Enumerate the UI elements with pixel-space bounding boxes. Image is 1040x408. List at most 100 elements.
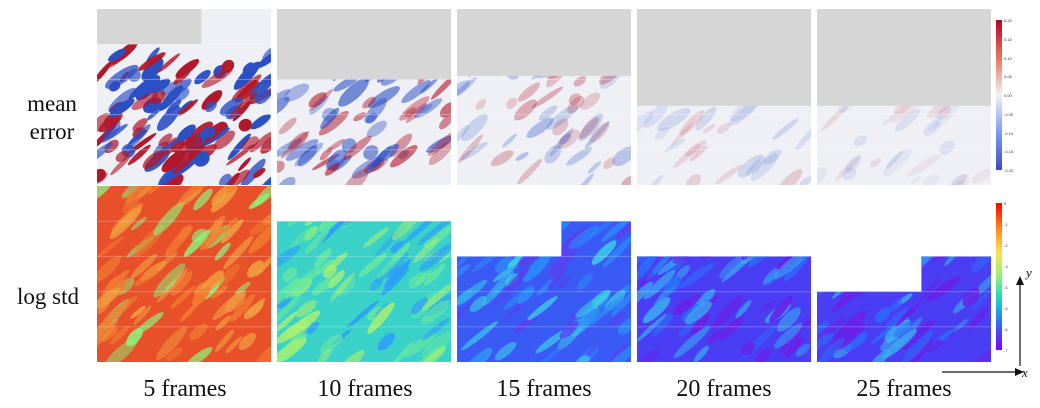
error-blob: [178, 99, 198, 116]
std-streak: [255, 256, 271, 276]
std-streak: [750, 256, 775, 257]
error-blob: [238, 157, 251, 172]
colorbar-tick-label: 0.00: [1004, 93, 1012, 98]
std-streak: [640, 230, 665, 255]
colorbar-mean-error: [996, 20, 1002, 170]
std-streak: [417, 221, 451, 246]
std-streak: [467, 186, 494, 199]
std-streak: [869, 226, 889, 248]
error-blob: [526, 117, 554, 139]
std-streak: [419, 242, 451, 271]
std-streak: [522, 252, 551, 283]
error-blob: [584, 121, 610, 149]
error-blob: [695, 106, 717, 131]
error-blob: [737, 154, 766, 178]
error-blob: [637, 111, 654, 138]
std-streak: [832, 191, 859, 217]
log-std-panel-1: [97, 186, 271, 362]
std-streak: [147, 186, 164, 195]
std-streak: [355, 194, 381, 221]
error-blob: [936, 106, 952, 121]
std-streak: [304, 229, 330, 255]
std-streak: [783, 256, 808, 282]
error-blob: [249, 131, 271, 153]
colorbar-tick-label: 0: [1004, 201, 1007, 206]
error-blob: [620, 175, 631, 185]
std-streak: [688, 186, 729, 210]
error-blob: [923, 173, 940, 185]
error-blob: [716, 123, 731, 134]
missing-region: [637, 9, 811, 106]
std-streak: [973, 269, 991, 297]
std-streak: [234, 281, 251, 295]
x-axis-label: x: [1022, 365, 1028, 380]
std-streak: [494, 256, 514, 273]
std-streak: [733, 218, 753, 235]
error-blob: [366, 159, 382, 171]
error-blob: [98, 113, 123, 133]
error-blob: [107, 48, 126, 62]
std-streak: [749, 190, 773, 208]
error-blob: [401, 80, 431, 104]
error-blob: [578, 113, 604, 142]
std-streak: [762, 186, 798, 204]
mean-error-panel-4: [637, 9, 811, 185]
error-blob: [234, 81, 261, 103]
error-blob: [671, 122, 694, 146]
error-blob: [715, 164, 743, 185]
std-streak: [962, 215, 980, 232]
std-streak: [487, 221, 522, 244]
error-blob: [277, 138, 302, 158]
error-blob: [821, 104, 849, 131]
mean-error-panel-1: [97, 9, 271, 185]
error-blob: [366, 120, 387, 138]
error-blob: [399, 96, 430, 121]
error-blob: [202, 127, 216, 139]
error-blob: [673, 144, 701, 169]
std-streak: [589, 186, 628, 218]
std-streak: [408, 272, 426, 289]
std-streak: [859, 256, 887, 276]
colorbar-tick-label: -1: [1004, 222, 1008, 227]
std-streak: [946, 186, 967, 198]
y-axis-label: y: [1026, 265, 1032, 280]
missing-region: [277, 9, 451, 80]
std-streak: [926, 276, 961, 302]
std-streak: [966, 346, 991, 362]
error-blob: [285, 139, 319, 161]
std-streak: [968, 306, 989, 330]
std-streak: [637, 256, 659, 278]
error-blob: [370, 158, 389, 172]
std-streak: [374, 252, 409, 284]
error-blob: [750, 153, 778, 181]
std-streak: [482, 270, 514, 307]
error-blob: [419, 103, 433, 114]
std-streak: [885, 307, 909, 328]
error-blob: [971, 169, 991, 184]
std-streak: [778, 256, 811, 257]
std-streak: [214, 329, 235, 353]
std-streak: [587, 221, 620, 240]
std-streak: [130, 305, 146, 319]
std-streak: [367, 186, 398, 218]
std-streak: [97, 287, 121, 310]
std-streak: [501, 221, 533, 238]
error-blob: [250, 114, 271, 130]
error-blob: [939, 140, 955, 155]
std-streak: [288, 186, 331, 220]
error-blob: [643, 103, 668, 128]
std-streak: [490, 281, 522, 307]
colorbar-tick-label: -5: [1004, 306, 1008, 311]
error-blob: [573, 76, 587, 87]
std-streak: [176, 188, 204, 210]
missing-region: [457, 9, 631, 76]
std-streak: [285, 266, 321, 300]
std-streak: [691, 186, 729, 212]
error-blob: [324, 163, 340, 176]
column-label-25-frames: 25 frames: [856, 376, 952, 402]
error-blob: [845, 155, 862, 173]
error-blob: [948, 174, 968, 185]
error-blob: [103, 119, 121, 139]
std-streak: [224, 292, 246, 313]
colorbar-tick-label: -0.20: [1004, 168, 1014, 173]
